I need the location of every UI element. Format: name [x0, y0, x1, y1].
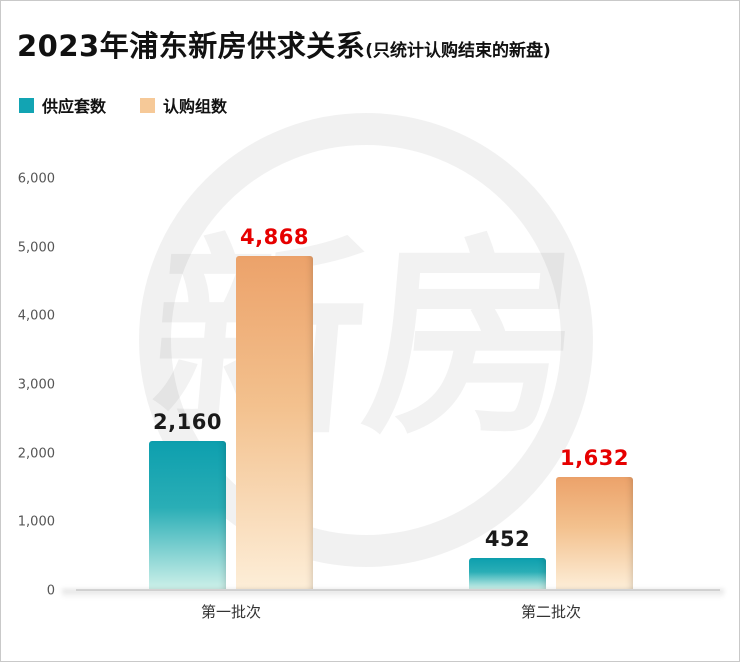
y-axis-tick-label: 1,000	[17, 514, 55, 530]
bar-group-batch1: 2,160 4,868 第一批次	[149, 179, 313, 621]
legend-item-subscription: 认购组数	[140, 93, 227, 117]
bar-value-subscription-batch2: 1,632	[560, 446, 629, 471]
chart-subtitle: (只统计认购结束的新盘)	[365, 41, 551, 61]
y-axis-tick-label: 0	[46, 583, 55, 599]
bar-supply-batch1	[149, 441, 226, 589]
legend-swatch-supply	[19, 97, 34, 113]
legend-swatch-subscription	[140, 97, 156, 113]
legend: 供应套数 认购组数	[19, 93, 227, 117]
y-axis-tick-label: 3,000	[17, 377, 55, 393]
bar-column-supply-batch1: 2,160	[149, 179, 226, 589]
y-axis-tick-label: 5,000	[17, 240, 55, 256]
y-axis-tick-label: 4,000	[17, 308, 55, 324]
bar-subscription-batch1	[236, 256, 313, 589]
y-axis-tick-label: 6,000	[17, 171, 55, 187]
y-axis-tick-label: 2,000	[17, 446, 55, 462]
bar-value-subscription-batch1: 4,868	[240, 225, 309, 250]
plot-area: 2,160 4,868 第一批次 452 1,632 第二批次	[76, 179, 720, 621]
bar-subscription-batch2	[556, 477, 633, 589]
bar-value-supply-batch2: 452	[484, 527, 531, 552]
bar-value-supply-batch1: 2,160	[153, 410, 222, 435]
bar-group-batch2: 452 1,632 第二批次	[469, 179, 633, 621]
bar-column-subscription-batch2: 1,632	[556, 179, 633, 589]
x-axis-label-batch2: 第二批次	[520, 603, 581, 621]
legend-label-supply: 供应套数	[42, 97, 107, 116]
legend-item-supply: 供应套数	[19, 93, 106, 117]
bar-column-supply-batch2: 452	[469, 179, 546, 589]
bar-supply-batch2	[469, 558, 546, 589]
x-axis-label-batch1: 第一批次	[200, 603, 261, 621]
y-axis: 0 1,000 2,000 3,000 4,000 5,000 6,000	[1, 172, 63, 599]
legend-label-subscription: 认购组数	[163, 97, 228, 116]
bar-column-subscription-batch1: 4,868	[236, 179, 313, 589]
chart-title: 2023年浦东新房供求关系	[17, 29, 366, 63]
chart-header: 2023年浦东新房供求关系 (只统计认购结束的新盘)	[17, 23, 551, 65]
